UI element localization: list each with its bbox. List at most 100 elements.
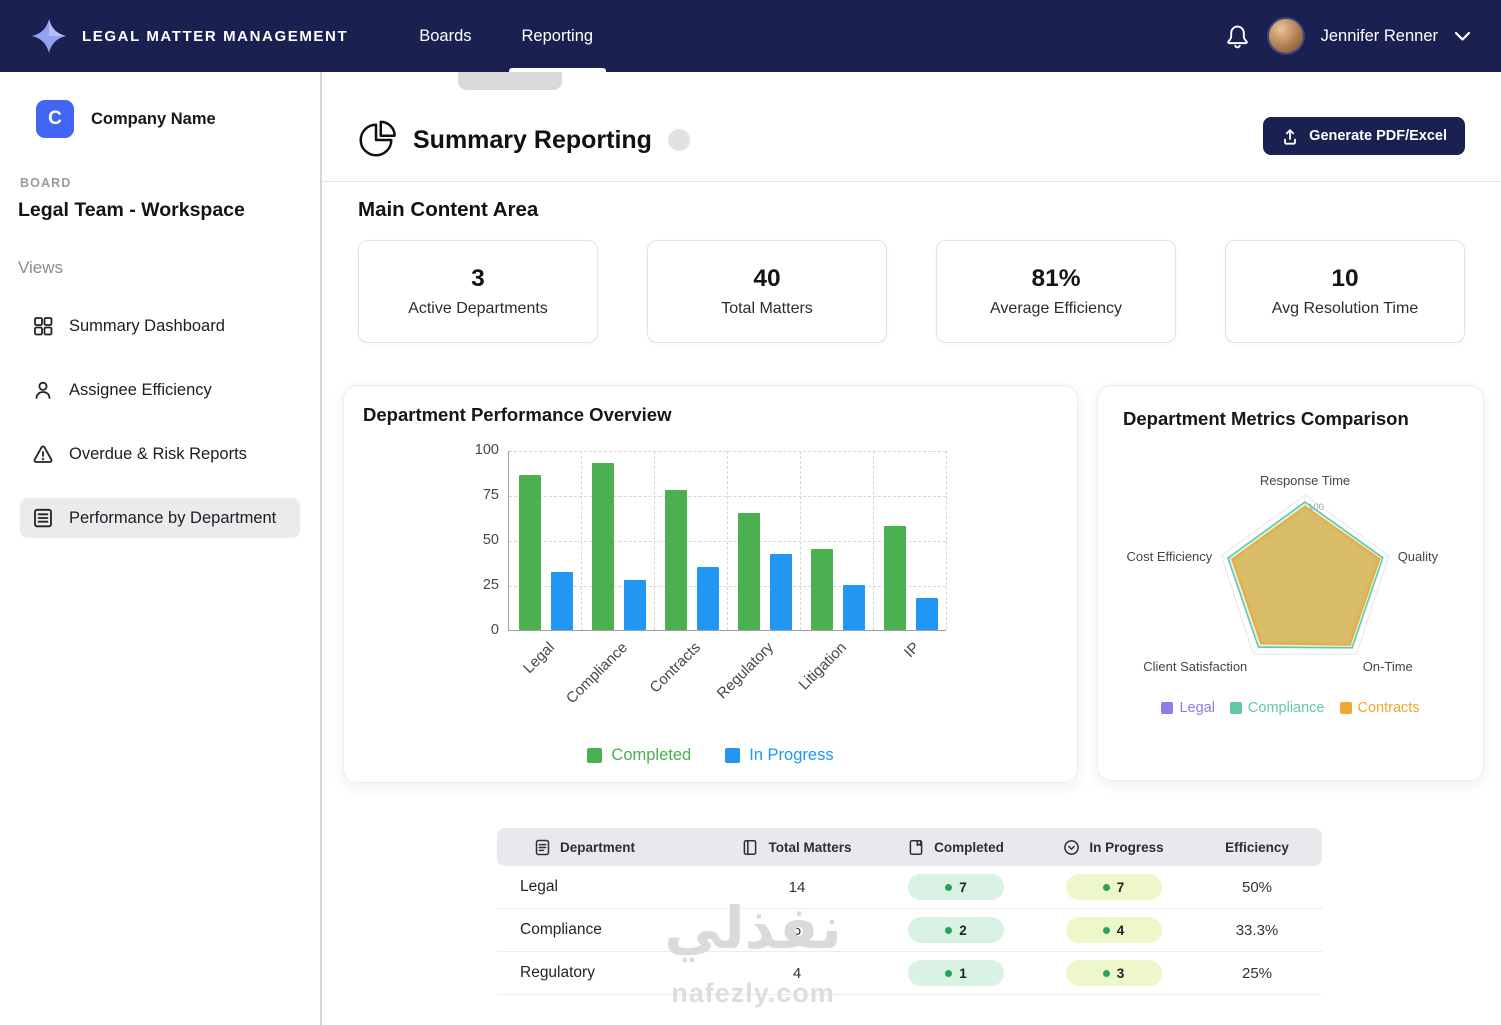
- in-progress-badge: 3: [1065, 960, 1162, 986]
- radar-axis-label: Quality: [1398, 549, 1439, 564]
- legend-completed[interactable]: Completed: [587, 746, 691, 765]
- sidebar-views-list: Summary Dashboard Assignee Efficiency Ov…: [0, 306, 320, 538]
- bar-in-progress-legal: [550, 572, 573, 630]
- status-dot: [1102, 883, 1110, 891]
- bar-in-progress-compliance: [623, 580, 646, 630]
- views-section-label: Views: [18, 258, 64, 277]
- sidebar-item-overdue-risk[interactable]: Overdue & Risk Reports: [20, 434, 300, 474]
- sidebar-item-assignee-efficiency[interactable]: Assignee Efficiency: [20, 370, 300, 410]
- legend-label: Completed: [611, 746, 692, 764]
- column-header-total-matters: Total Matters: [717, 839, 877, 856]
- legend-label: Contracts: [1357, 700, 1420, 716]
- user-name: Jennifer Renner: [1320, 26, 1438, 45]
- status-dot: [1102, 969, 1110, 977]
- column-label: Completed: [934, 839, 1004, 855]
- column-label: Total Matters: [768, 839, 852, 855]
- legend-swatch-in-progress: [725, 748, 741, 763]
- bar-completed-regulatory: [737, 513, 760, 630]
- report-header: Summary Reporting: [355, 108, 690, 172]
- radar-max-tick: 100: [1308, 502, 1324, 513]
- cell-total-matters: 14: [788, 878, 806, 896]
- cell-efficiency: 33.3%: [1235, 921, 1279, 939]
- sidebar-item-label: Summary Dashboard: [69, 316, 225, 335]
- sidebar: C Company Name BOARD Legal Team - Worksp…: [0, 72, 322, 1025]
- sidebar-item-summary-dashboard[interactable]: Summary Dashboard: [20, 306, 300, 346]
- legend-compliance[interactable]: Compliance: [1229, 700, 1325, 716]
- column-header-department: Department: [497, 839, 717, 856]
- company-row[interactable]: C Company Name: [36, 100, 320, 138]
- table-row-compliance: Compliance 6 2 4 33.3%: [497, 909, 1322, 952]
- stat-label: Active Departments: [408, 300, 548, 317]
- stat-value: 3: [471, 265, 485, 292]
- legend-swatch-compliance: [1229, 702, 1242, 714]
- stat-card-avg-resolution-time: 10 Avg Resolution Time: [1225, 240, 1465, 343]
- user-menu-chevron-icon[interactable]: [1454, 31, 1471, 42]
- legend-contracts[interactable]: Contracts: [1339, 700, 1420, 716]
- stat-value: 10: [1331, 265, 1359, 292]
- bar-chart-legend: Completed In Progress: [344, 746, 1077, 765]
- radar-axis-label: Response Time: [1260, 473, 1350, 488]
- sidebar-item-performance-by-department[interactable]: Performance by Department: [20, 498, 300, 538]
- bar-in-progress-contracts: [696, 567, 719, 630]
- cell-completed: 2: [877, 917, 1035, 943]
- top-nav: Boards Reporting: [406, 0, 630, 72]
- nav-boards[interactable]: Boards: [419, 26, 472, 45]
- company-badge: C: [36, 100, 74, 138]
- legend-legal[interactable]: Legal: [1161, 700, 1215, 716]
- department-table: Department Total Matters Completed In Pr…: [497, 828, 1322, 995]
- book-icon: [744, 839, 757, 855]
- cell-department: Regulatory: [520, 964, 595, 981]
- stat-label: Average Efficiency: [990, 300, 1122, 317]
- stat-label: Total Matters: [721, 300, 813, 317]
- bar-completed-compliance: [591, 463, 614, 630]
- cell-completed: 1: [877, 960, 1035, 986]
- table-row-legal: Legal 14 7 7 50%: [497, 866, 1322, 909]
- in-progress-badge: 4: [1065, 917, 1162, 943]
- status-dot: [945, 883, 953, 891]
- radar-chart: Response Time Quality On-Time Client Satisf…: [1127, 473, 1439, 674]
- legend-label: In Progress: [749, 746, 834, 764]
- list-icon: [34, 508, 52, 528]
- topbar-right: Jennifer Renner: [1224, 17, 1471, 55]
- cell-in-progress: 7: [1035, 874, 1192, 900]
- column-header-completed: Completed: [877, 839, 1035, 856]
- nav-reporting[interactable]: Reporting: [508, 0, 607, 72]
- pie-chart-icon: [359, 120, 396, 157]
- stat-value: 40: [753, 265, 781, 292]
- bar-completed-litigation: [810, 549, 833, 630]
- bar-completed-ip: [883, 526, 906, 630]
- stat-card-average-efficiency: 81% Average Efficiency: [936, 240, 1176, 343]
- stats-row: 3 Active Departments 40 Total Matters 81…: [358, 240, 1465, 343]
- header-divider: [322, 181, 1501, 182]
- radar-chart-card: Department Metrics Comparison Response T…: [1097, 385, 1484, 781]
- legend-swatch-contracts: [1339, 702, 1352, 714]
- legend-swatch-legal: [1161, 702, 1174, 714]
- generate-report-label: Generate PDF/Excel: [1309, 128, 1447, 144]
- legend-label: Legal: [1179, 700, 1215, 716]
- radar-chart-title: Department Metrics Comparison: [1123, 408, 1409, 429]
- status-dot: [945, 969, 953, 977]
- company-name: Company Name: [91, 109, 216, 128]
- page-title: Summary Reporting: [413, 125, 652, 154]
- bar-completed-legal: [518, 475, 541, 630]
- stat-value: 81%: [1031, 265, 1081, 292]
- cell-completed: 7: [877, 874, 1035, 900]
- notifications-bell-icon[interactable]: [1224, 23, 1251, 50]
- cell-in-progress: 4: [1035, 917, 1192, 943]
- user-avatar[interactable]: [1266, 17, 1305, 55]
- column-label: Efficiency: [1225, 839, 1289, 855]
- radar-series-contracts: [1231, 505, 1381, 646]
- stat-card-active-departments: 3 Active Departments: [358, 240, 598, 343]
- cell-efficiency: 50%: [1241, 878, 1273, 896]
- cell-department: Compliance: [520, 921, 602, 938]
- radar-axis-label: Client Satisfaction: [1143, 659, 1247, 674]
- completed-badge: 2: [908, 917, 1004, 943]
- column-header-efficiency: Efficiency: [1192, 840, 1322, 855]
- generate-report-button[interactable]: Generate PDF/Excel: [1263, 117, 1465, 155]
- topbar: LEGAL MATTER MANAGEMENT Boards Reporting…: [0, 0, 1501, 72]
- app-logo-icon: [32, 19, 66, 53]
- status-dot: [945, 926, 953, 934]
- legend-in-progress[interactable]: In Progress: [725, 746, 834, 765]
- bar-in-progress-ip: [915, 598, 938, 630]
- stat-label: Avg Resolution Time: [1271, 300, 1419, 317]
